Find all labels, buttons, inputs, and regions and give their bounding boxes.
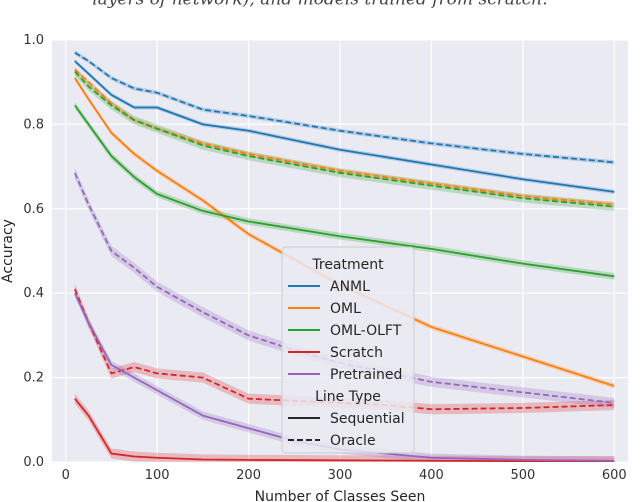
y-tick-label: 0.0 (23, 455, 44, 470)
legend-box (281, 246, 415, 454)
y-axis-label: Accuracy (0, 219, 16, 283)
x-axis-label: Number of Classes Seen (255, 489, 426, 502)
x-tick-label: 400 (419, 468, 444, 483)
x-tick-label: 500 (510, 468, 535, 483)
caption-fragment: layers of network), and models trained f… (92, 0, 547, 10)
legend-entry-label: Pretrained (330, 367, 402, 383)
scratch-sequential-line (74, 398, 615, 463)
oml-oracle-line (74, 68, 615, 206)
legend-entry-label: ANML (330, 279, 370, 295)
x-tick-label: 300 (328, 468, 353, 483)
x-tick-label: 600 (602, 468, 627, 483)
legend-subtitle: Line Type (315, 389, 381, 405)
x-tick-label: 100 (145, 468, 170, 483)
y-axis-ticks: 0.0 0.2 0.4 0.6 0.8 1.0 (23, 33, 44, 470)
oml-olft-oracle-band (74, 67, 615, 211)
scratch-oracle-line (74, 288, 615, 411)
y-tick-label: 1.0 (23, 33, 44, 48)
y-tick-label: 0.6 (23, 202, 44, 217)
anml-sequential-line (74, 60, 615, 193)
pretrained-sequential-band (74, 288, 615, 462)
series-lines (74, 51, 615, 463)
legend: Treatment ANML OML OML-OLFT Scratch Pretrain… (281, 246, 415, 454)
y-tick-label: 0.8 (23, 117, 44, 132)
legend-entry-label: OML-OLFT (330, 323, 402, 339)
x-tick-label: 0 (62, 468, 70, 483)
legend-title: Treatment (311, 257, 384, 273)
x-axis-ticks: 0 100 200 300 400 500 600 (62, 468, 627, 483)
legend-entry-label: Oracle (330, 433, 376, 449)
oml-olft-sequential-line (74, 104, 615, 278)
oml-olft-oracle-line (74, 71, 615, 208)
y-tick-label: 0.4 (23, 286, 44, 301)
oml-sequential-line (74, 77, 615, 387)
pretrained-sequential-line (74, 292, 615, 462)
legend-entry-label: Sequential (330, 411, 405, 427)
legend-entry-label: Scratch (330, 345, 383, 361)
y-tick-label: 0.2 (23, 371, 44, 386)
pretrained-oracle-line (74, 172, 615, 404)
x-tick-label: 200 (236, 468, 261, 483)
legend-entry-label: OML (330, 301, 361, 317)
